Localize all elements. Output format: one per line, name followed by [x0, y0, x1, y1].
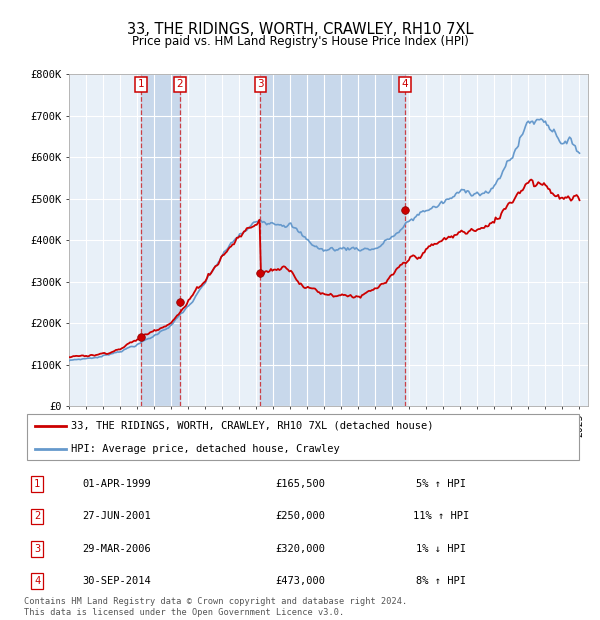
FancyBboxPatch shape [27, 414, 579, 460]
Text: £250,000: £250,000 [275, 512, 325, 521]
Text: 4: 4 [34, 576, 40, 586]
Text: Price paid vs. HM Land Registry's House Price Index (HPI): Price paid vs. HM Land Registry's House … [131, 35, 469, 48]
Text: 33, THE RIDINGS, WORTH, CRAWLEY, RH10 7XL (detached house): 33, THE RIDINGS, WORTH, CRAWLEY, RH10 7X… [71, 421, 434, 431]
Text: 2: 2 [34, 512, 40, 521]
Text: 2: 2 [176, 79, 183, 89]
Text: Contains HM Land Registry data © Crown copyright and database right 2024.: Contains HM Land Registry data © Crown c… [24, 597, 407, 606]
Text: 27-JUN-2001: 27-JUN-2001 [83, 512, 151, 521]
Bar [142, 74, 179, 406]
Text: 1% ↓ HPI: 1% ↓ HPI [416, 544, 466, 554]
Text: 5% ↑ HPI: 5% ↑ HPI [416, 479, 466, 489]
Text: 11% ↑ HPI: 11% ↑ HPI [413, 512, 469, 521]
Text: 8% ↑ HPI: 8% ↑ HPI [416, 576, 466, 586]
Text: HPI: Average price, detached house, Crawley: HPI: Average price, detached house, Craw… [71, 443, 340, 453]
Text: 3: 3 [34, 544, 40, 554]
Text: 01-APR-1999: 01-APR-1999 [83, 479, 151, 489]
Text: 30-SEP-2014: 30-SEP-2014 [83, 576, 151, 586]
Bar [260, 74, 405, 406]
Text: 29-MAR-2006: 29-MAR-2006 [83, 544, 151, 554]
Text: 4: 4 [402, 79, 409, 89]
Text: £165,500: £165,500 [275, 479, 325, 489]
Text: 1: 1 [138, 79, 145, 89]
Text: £320,000: £320,000 [275, 544, 325, 554]
Text: This data is licensed under the Open Government Licence v3.0.: This data is licensed under the Open Gov… [24, 608, 344, 617]
Text: £473,000: £473,000 [275, 576, 325, 586]
Text: 3: 3 [257, 79, 264, 89]
Text: 1: 1 [34, 479, 40, 489]
Text: 33, THE RIDINGS, WORTH, CRAWLEY, RH10 7XL: 33, THE RIDINGS, WORTH, CRAWLEY, RH10 7X… [127, 22, 473, 37]
